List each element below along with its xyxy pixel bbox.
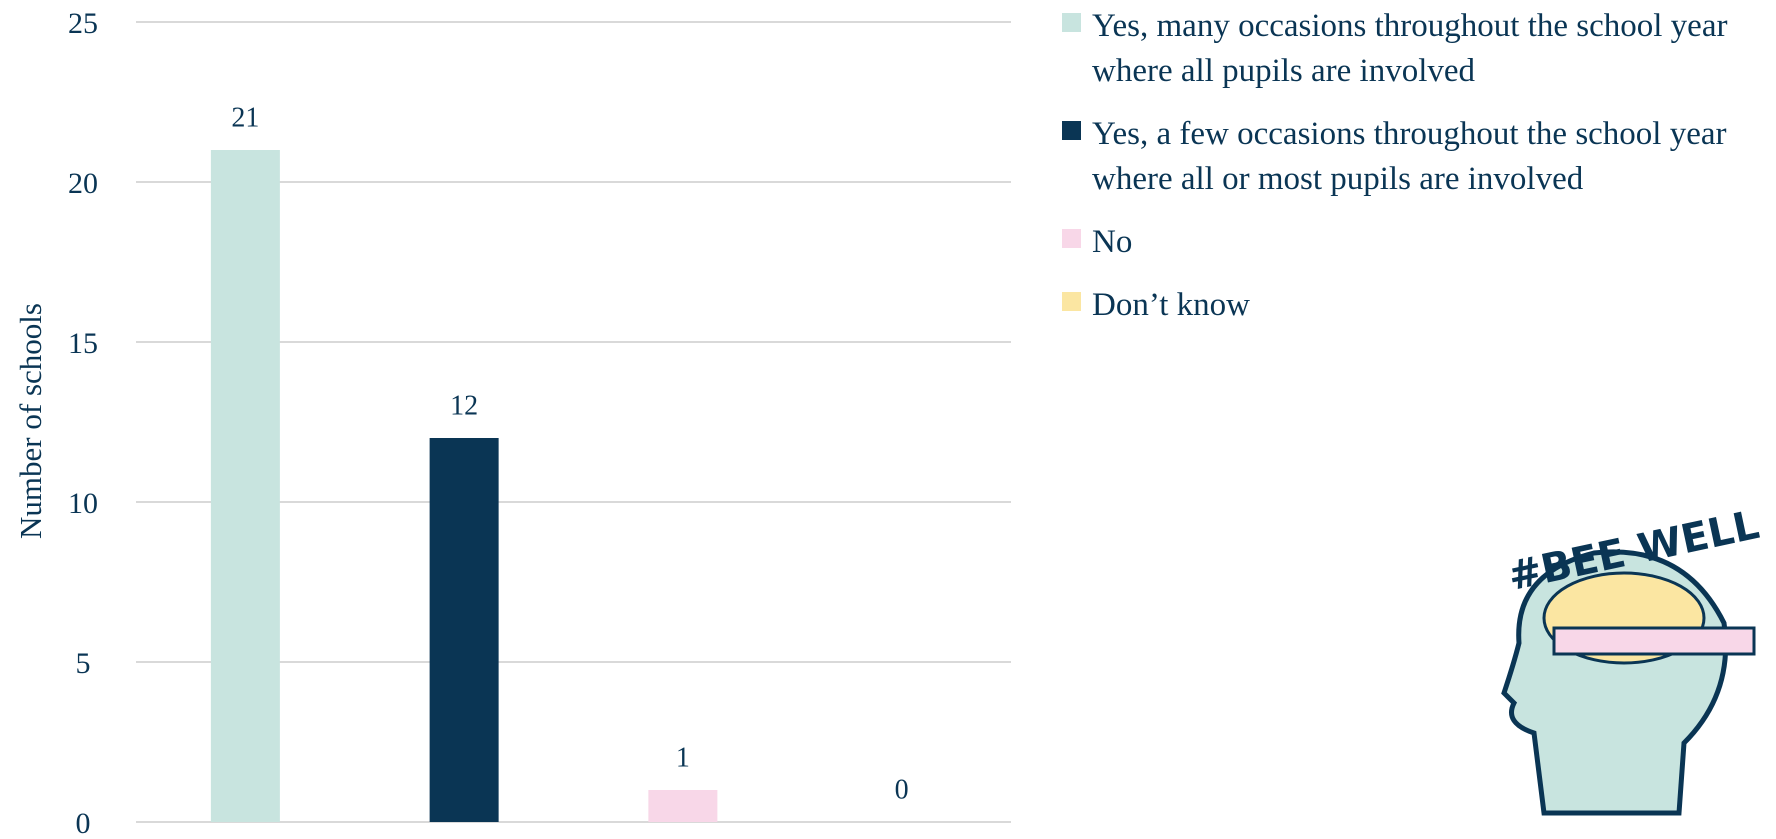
legend-label: Don’t know: [1092, 287, 1250, 323]
y-tick-label: 0: [76, 807, 91, 839]
legend-swatch: [1062, 121, 1081, 140]
legend-swatch: [1062, 13, 1081, 32]
data-label: 21: [231, 102, 259, 133]
legend-label: Yes, many occasions throughout the schoo…: [1092, 8, 1728, 89]
logo: #BEE WELL: [1501, 502, 1763, 816]
data-label: 12: [450, 390, 478, 421]
bar: [429, 438, 499, 822]
legend-swatch: [1062, 229, 1081, 248]
bar: [648, 790, 718, 822]
data-label: 1: [676, 742, 690, 773]
legend-item: Yes, a few occasions throughout the scho…: [1062, 112, 1772, 202]
logo-band: [1552, 626, 1756, 656]
legend: Yes, many occasions throughout the schoo…: [1062, 4, 1772, 346]
y-tick-label: 10: [68, 487, 98, 520]
legend-item: Don’t know: [1062, 283, 1772, 328]
y-tick-label: 5: [76, 647, 91, 680]
data-label: 0: [895, 774, 909, 805]
legend-swatch: [1062, 292, 1081, 311]
y-tick-label: 25: [68, 7, 98, 40]
y-tick-label: 20: [68, 167, 98, 200]
legend-label: No: [1092, 224, 1133, 260]
y-axis-title: Number of schools: [13, 303, 48, 539]
legend-item: No: [1062, 220, 1772, 265]
bar: [210, 150, 280, 822]
legend-item: Yes, many occasions throughout the schoo…: [1062, 4, 1772, 94]
legend-label: Yes, a few occasions throughout the scho…: [1092, 116, 1727, 197]
y-tick-label: 15: [68, 327, 98, 360]
